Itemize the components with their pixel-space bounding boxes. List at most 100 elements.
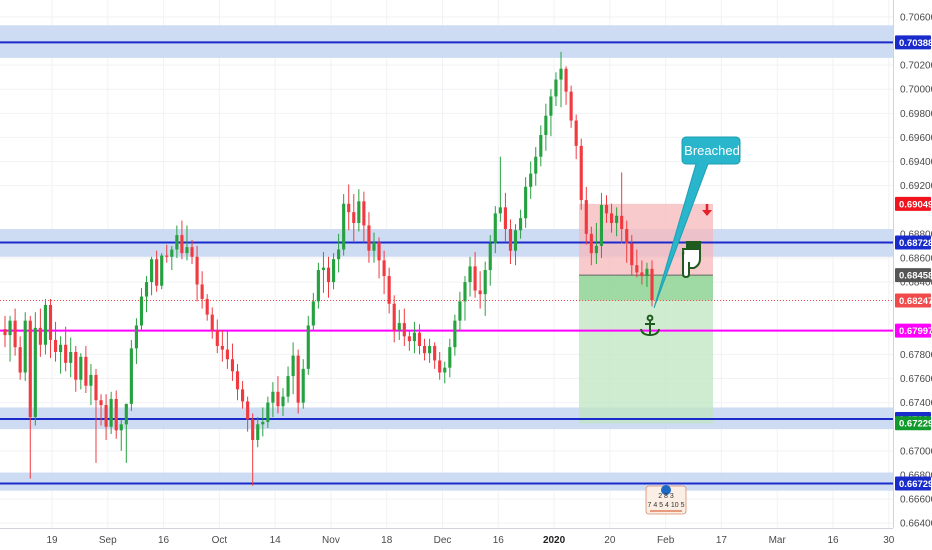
candle-body	[18, 347, 22, 373]
candle-body	[225, 349, 229, 360]
candle-body	[407, 336, 411, 342]
candle-body	[53, 339, 58, 352]
candle-body	[650, 268, 654, 301]
candle-body	[392, 303, 396, 331]
candlesticks	[3, 51, 654, 486]
candle-body	[43, 304, 48, 345]
candle-body	[104, 405, 108, 427]
candle-body	[433, 345, 437, 361]
candle-body	[23, 320, 27, 373]
candle-body	[210, 314, 214, 331]
svg-text:7 4 5 4 10 5: 7 4 5 4 10 5	[648, 502, 685, 509]
price-tag-label: 0.68458	[899, 271, 932, 282]
x-tick-label: Feb	[657, 535, 675, 546]
candle-body	[261, 421, 265, 425]
price-tag-label: 0.67229	[899, 419, 932, 430]
candle-body	[397, 323, 401, 331]
x-tick-label: 16	[827, 535, 839, 546]
candle-body	[246, 401, 250, 420]
callout-text: Breached	[684, 143, 740, 158]
candle-body	[89, 374, 93, 386]
x-tick-label: 30	[883, 535, 895, 546]
candle-body	[139, 296, 144, 326]
candle-body	[594, 245, 598, 254]
candle-body	[412, 332, 416, 342]
x-tick-label: Oct	[212, 535, 228, 546]
candle-body	[453, 320, 457, 348]
price-tag-label: 0.68728	[899, 238, 932, 249]
candle-body	[124, 403, 128, 425]
candle-body	[170, 249, 174, 257]
candle-body	[155, 259, 159, 286]
candle-body	[8, 320, 12, 336]
candle-body	[448, 347, 452, 368]
candle-body	[276, 391, 280, 407]
time-axis[interactable]: 19 Sep 16 Oct 14 Nov 18 Dec 16 2020 20 Feb 17 Mar 16 30	[0, 528, 932, 550]
candle-body	[463, 282, 467, 302]
chart-drawings[interactable]: Breached	[640, 136, 741, 337]
candle-body	[316, 270, 320, 302]
candle-body	[493, 213, 497, 244]
candle-body	[478, 290, 482, 295]
candle-body	[79, 356, 83, 380]
candle-body	[185, 247, 189, 254]
candle-body	[417, 332, 422, 346]
breached-callout[interactable]	[653, 136, 741, 309]
candle-body	[266, 402, 270, 422]
candle-body	[311, 301, 315, 326]
price-tag-label: 0.68247	[899, 296, 932, 307]
candle-body	[38, 327, 42, 345]
candle-body	[160, 255, 164, 286]
candle-body	[574, 120, 578, 146]
horizontal-levels[interactable]	[0, 41, 893, 485]
price-tag-label: 0.67997	[899, 326, 932, 337]
candle-body	[498, 207, 502, 214]
x-tick-label: Mar	[769, 535, 787, 546]
short-position-tool[interactable]	[579, 203, 713, 424]
candle-body	[256, 424, 260, 440]
x-tick-label: Dec	[434, 535, 452, 546]
economic-events-badge[interactable]: 2 8 3 7 4 5 4 10 5	[645, 485, 687, 515]
candle-body	[94, 374, 98, 401]
candle-body	[129, 348, 133, 404]
price-tag	[895, 196, 931, 211]
candle-body	[579, 145, 583, 201]
y-tick-label: 0.66400	[900, 519, 932, 530]
candle-body	[190, 247, 194, 257]
candle-body	[615, 215, 619, 224]
candle-body	[220, 345, 224, 350]
candle-body	[109, 399, 113, 427]
candle-body	[271, 391, 275, 403]
candle-body	[251, 419, 255, 440]
candle-body	[584, 200, 588, 234]
candle-body	[438, 360, 442, 373]
x-tick-label: Sep	[99, 535, 117, 546]
candle-body	[200, 284, 204, 299]
candle-body	[165, 255, 169, 257]
candle-body	[367, 225, 371, 251]
candle-body	[569, 91, 573, 121]
candle-body	[630, 243, 634, 266]
x-tick-label: 16	[158, 535, 170, 546]
candle-body	[458, 301, 462, 321]
candle-body	[564, 68, 568, 92]
time-axis-bg	[0, 528, 932, 550]
price-tag	[895, 35, 931, 50]
candle-body	[59, 344, 63, 352]
anchor-icon	[640, 314, 660, 337]
candle-body	[134, 325, 138, 349]
candle-body	[337, 249, 341, 260]
candle-body	[33, 327, 37, 418]
candle-body	[625, 229, 629, 244]
candle-body	[241, 389, 245, 402]
candle-body	[483, 270, 487, 295]
candle-body	[387, 276, 391, 304]
